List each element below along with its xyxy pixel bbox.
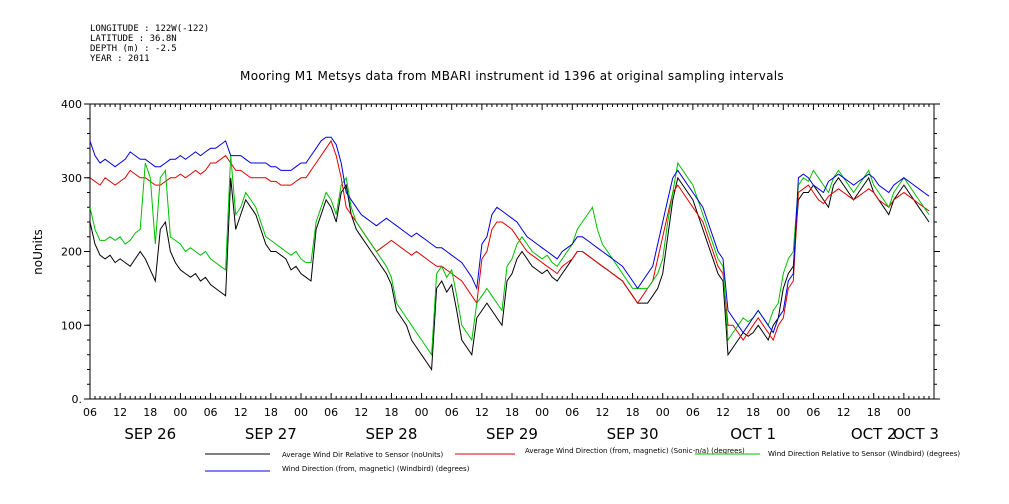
x-tick-label: 18 [384,406,398,419]
series-line-3 [89,155,930,357]
x-tick-label: 00 [294,406,308,419]
y-axis-label: noUnits [31,229,45,275]
x-tick-label: 18 [746,406,760,419]
depth-label: DEPTH (m) : -2.5 [90,44,177,54]
day-label: OCT 3 [893,425,939,443]
x-tick-label: 12 [716,406,730,419]
x-tick-label: 12 [113,406,127,419]
y-tick-label: 0. [72,393,83,406]
x-tick-label: 00 [776,406,790,419]
x-tick-label: 00 [897,406,911,419]
legend-label-3: Wind Direction Relative to Sensor (Windb… [768,450,960,458]
day-label: SEP 26 [124,425,176,443]
x-tick-label: 06 [83,406,97,419]
x-tick-label: 12 [234,406,248,419]
x-tick-label: 18 [626,406,640,419]
chart-title: Mooring M1 Metsys data from MBARI instru… [240,69,784,83]
x-tick-label: 12 [354,406,368,419]
x-tick-label: 00 [173,406,187,419]
x-tick-label: 18 [867,406,881,419]
latitude-label: LATITUDE : 36.8N [90,34,177,44]
series-line-2 [89,139,930,342]
longitude-label: LONGITUDE : 122W(-122) [90,24,209,34]
day-label: SEP 27 [245,425,297,443]
series-line-4 [89,136,930,334]
year-label: YEAR : 2011 [90,54,150,64]
x-tick-label: 06 [806,406,820,419]
plot-frame [89,103,935,400]
legend-label-2: Average Wind Direction (from, magnetic) … [525,447,745,455]
x-tick-label: 00 [535,406,549,419]
x-tick-label: 06 [686,406,700,419]
series-group [89,136,930,371]
x-tick-label: 18 [264,406,278,419]
y-tick-label: 100 [61,319,82,332]
day-label: SEP 29 [486,425,538,443]
y-tick-label: 200 [61,246,82,259]
day-label: OCT 2 [851,425,897,443]
axes-group: 0. 100 200 300 400 06 12 18 00 06 12 18 00 06 12 18 00 06… [61,98,940,443]
legend-label-1: Average Wind Dir Relative to Sensor (noU… [282,451,443,459]
day-label: SEP 30 [607,425,659,443]
x-tick-label: 18 [143,406,157,419]
series-line-1 [89,176,930,371]
x-tick-label: 12 [595,406,609,419]
legend: Average Wind Dir Relative to Sensor (noU… [205,447,960,473]
y-tick-label: 400 [61,98,82,111]
legend-label-4: Wind Direction (from, magnetic) (Windbir… [282,465,470,473]
x-tick-label: 06 [324,406,338,419]
x-tick-label: 18 [505,406,519,419]
x-tick-label: 06 [565,406,579,419]
x-tick-label: 06 [445,406,459,419]
x-tick-label: 00 [415,406,429,419]
day-label: SEP 28 [365,425,417,443]
day-label: OCT 1 [730,425,776,443]
x-tick-label: 06 [204,406,218,419]
x-tick-label: 12 [475,406,489,419]
y-tick-label: 300 [61,172,82,185]
x-tick-label: 00 [656,406,670,419]
x-tick-label: 12 [837,406,851,419]
